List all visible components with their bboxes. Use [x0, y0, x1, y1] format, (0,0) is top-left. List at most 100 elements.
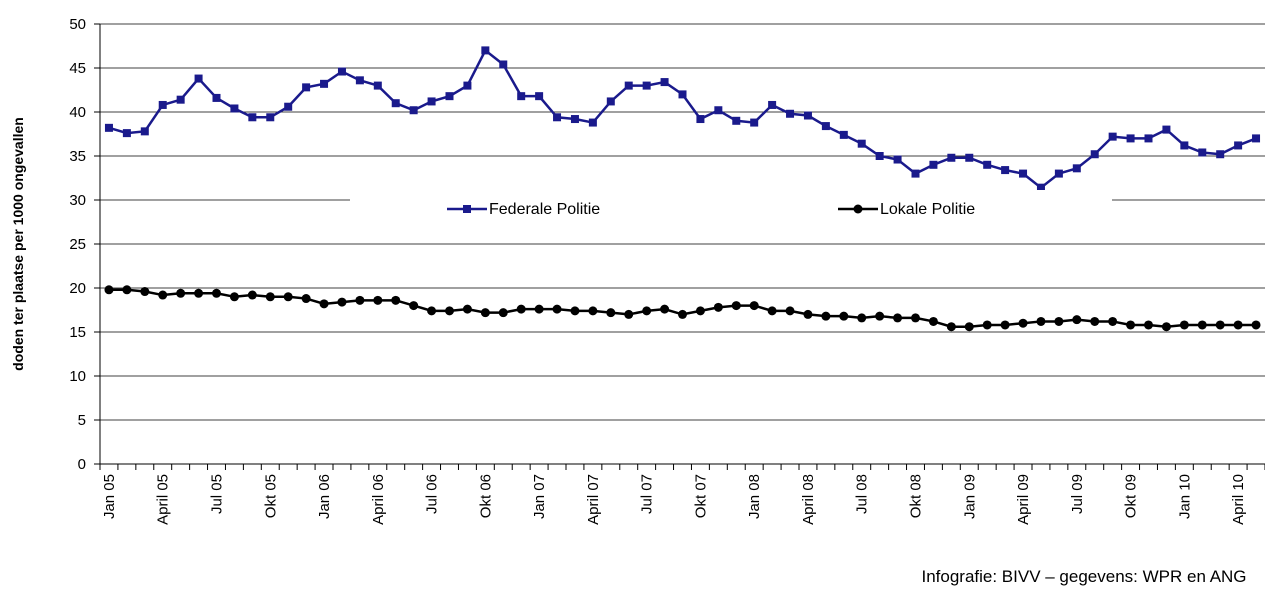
marker: [731, 301, 741, 311]
marker: [122, 285, 132, 295]
x-tick-label: Okt 08: [908, 474, 925, 518]
line: [108, 48, 1257, 190]
marker: [1162, 125, 1171, 134]
marker: [319, 299, 329, 309]
x-tick-label: Okt 05: [262, 474, 279, 518]
y-tick-label: 40: [69, 104, 86, 121]
marker: [480, 308, 490, 318]
marker: [768, 100, 777, 109]
marker: [1108, 316, 1118, 326]
marker: [373, 295, 383, 305]
marker: [857, 139, 866, 148]
marker: [122, 129, 131, 138]
marker: [713, 302, 723, 312]
marker: [928, 316, 938, 326]
marker: [570, 306, 580, 316]
marker: [750, 118, 759, 127]
marker: [839, 130, 848, 139]
y-tick-label: 10: [69, 368, 86, 385]
marker: [1144, 134, 1153, 143]
marker: [1126, 134, 1135, 143]
marker: [875, 311, 885, 321]
y-tick-label: 35: [69, 148, 86, 165]
marker: [481, 46, 490, 55]
marker: [821, 122, 830, 131]
marker: [248, 113, 257, 122]
x-tick-label: April 07: [585, 474, 602, 525]
marker: [194, 288, 204, 298]
marker: [965, 153, 974, 162]
marker: [409, 301, 419, 311]
marker: [1072, 315, 1082, 325]
marker: [606, 308, 616, 318]
marker: [552, 304, 562, 314]
x-tick-label: Jan 09: [961, 474, 978, 519]
marker: [284, 102, 293, 111]
x-tick-label: April 09: [1015, 474, 1032, 525]
marker: [1090, 150, 1099, 159]
marker: [445, 92, 454, 101]
marker: [1018, 318, 1028, 328]
y-tick-label: 45: [69, 60, 86, 77]
marker: [266, 113, 275, 122]
marker: [1216, 150, 1225, 159]
marker: [498, 308, 508, 318]
marker: [1036, 316, 1046, 326]
marker: [785, 306, 795, 316]
marker: [642, 81, 651, 90]
marker: [355, 295, 365, 305]
marker: [535, 92, 544, 101]
x-tick-label: Jan 07: [531, 474, 548, 519]
marker: [517, 92, 526, 101]
legend-label: Lokale Politie: [880, 201, 975, 218]
marker: [553, 113, 562, 122]
marker: [212, 93, 221, 102]
marker: [911, 313, 920, 323]
marker: [695, 306, 705, 316]
marker: [1001, 166, 1010, 175]
marker: [1234, 141, 1243, 150]
x-tick-label: Okt 06: [477, 474, 494, 518]
marker: [1126, 320, 1136, 330]
marker: [624, 81, 633, 90]
marker: [660, 304, 670, 314]
marker: [1019, 169, 1028, 178]
marker: [320, 79, 329, 88]
marker: [463, 81, 472, 90]
x-tick-label: April 10: [1230, 474, 1247, 525]
marker: [1215, 320, 1225, 330]
marker: [1090, 316, 1100, 326]
legend-marker: [463, 205, 471, 213]
marker: [1198, 148, 1207, 157]
x-tick-label: April 05: [155, 474, 172, 525]
marker: [337, 67, 346, 76]
marker: [1054, 316, 1064, 326]
marker: [1252, 134, 1261, 143]
marker: [857, 313, 867, 323]
x-tick-label: Okt 09: [1123, 474, 1140, 518]
marker: [1179, 320, 1189, 330]
x-tick-label: Jan 08: [746, 474, 763, 519]
marker: [230, 104, 239, 113]
marker: [462, 304, 472, 314]
marker: [803, 309, 813, 319]
marker: [678, 90, 687, 99]
marker: [516, 304, 526, 314]
y-tick-label: 30: [69, 192, 86, 209]
marker: [355, 76, 364, 85]
marker: [409, 106, 418, 115]
marker: [337, 297, 347, 307]
marker: [140, 287, 150, 297]
marker: [875, 152, 884, 160]
marker: [1000, 320, 1010, 330]
marker: [767, 306, 777, 316]
marker: [140, 127, 149, 136]
y-tick-label: 15: [69, 324, 86, 341]
marker: [1233, 320, 1243, 330]
marker: [588, 118, 597, 127]
marker: [946, 322, 956, 332]
marker: [1161, 322, 1171, 332]
marker: [803, 111, 812, 120]
marker: [893, 313, 903, 323]
